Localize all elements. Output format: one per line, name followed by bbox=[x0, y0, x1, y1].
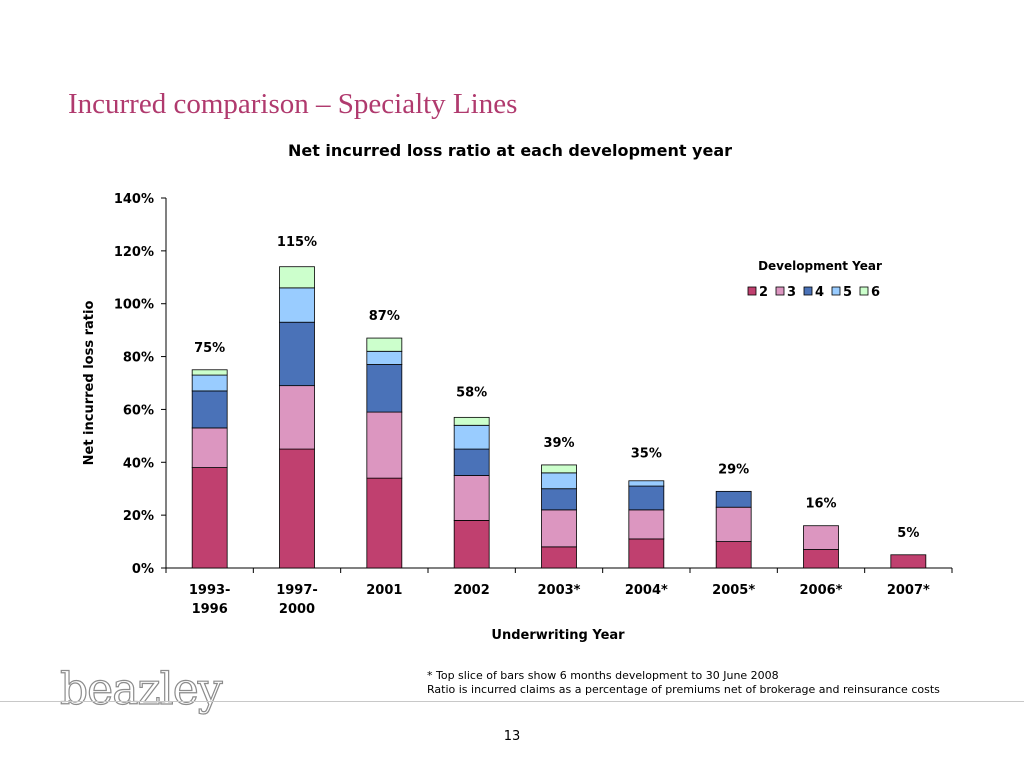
stacked-bar-chart: Net incurred loss ratio at each developm… bbox=[82, 141, 953, 643]
bar-segment-dev-year-3 bbox=[366, 411, 403, 479]
bar-segment-dev-year-3 bbox=[541, 509, 577, 548]
bar-total-label: 5% bbox=[897, 526, 919, 541]
legend-swatch-dev-year-5 bbox=[831, 286, 841, 296]
bar-segment-dev-year-2 bbox=[803, 549, 839, 569]
bar-total-label: 35% bbox=[631, 447, 662, 462]
y-tick-label: 60% bbox=[123, 403, 154, 418]
bar-segment-dev-year-2 bbox=[715, 541, 752, 569]
bar-segment-dev-year-5 bbox=[279, 287, 315, 323]
bar-segment-dev-year-2 bbox=[279, 448, 315, 569]
x-tick-label: 2006* bbox=[800, 583, 843, 598]
y-tick-label: 40% bbox=[123, 456, 154, 471]
y-tick-label: 140% bbox=[114, 192, 154, 207]
bar-total-label: 29% bbox=[718, 462, 749, 477]
bar-total-label: 75% bbox=[194, 341, 225, 356]
chart-legend: Development Year 2 3 4 5 6 bbox=[747, 259, 882, 300]
page-number: 13 bbox=[503, 729, 521, 744]
x-tick-label: 2001 bbox=[366, 583, 402, 598]
x-tick-label: 2005* bbox=[712, 583, 755, 598]
footnote-line-2: Ratio is incurred claims as a percentage… bbox=[427, 683, 940, 696]
bar-segment-dev-year-4 bbox=[279, 321, 315, 387]
bar-segment-dev-year-6 bbox=[453, 416, 490, 426]
bar-segment-dev-year-3 bbox=[191, 427, 228, 468]
legend-label-dev-year-2: 2 bbox=[759, 285, 768, 300]
bar-total-label: 87% bbox=[369, 309, 400, 324]
bar-segment-dev-year-4 bbox=[628, 485, 665, 511]
y-tick-label: 100% bbox=[114, 298, 154, 313]
y-tick-label: 20% bbox=[123, 509, 154, 524]
bar-segment-dev-year-2 bbox=[366, 477, 403, 569]
x-tick-label: 2007* bbox=[887, 583, 930, 598]
bar-segment-dev-year-4 bbox=[366, 364, 403, 413]
bar-segment-dev-year-3 bbox=[453, 475, 490, 521]
y-tick-label: 0% bbox=[132, 562, 154, 577]
bar-segment-dev-year-3 bbox=[803, 525, 839, 550]
bar-segment-dev-year-4 bbox=[715, 490, 752, 508]
bar-segment-dev-year-5 bbox=[453, 424, 490, 450]
beazley-logo: beazley bbox=[59, 663, 223, 715]
bar-total-label: 16% bbox=[805, 497, 836, 512]
bar-segment-dev-year-4 bbox=[191, 390, 228, 429]
bar-segment-dev-year-5 bbox=[541, 472, 577, 490]
bar-segment-dev-year-6 bbox=[366, 337, 403, 352]
y-tick-label: 120% bbox=[114, 245, 154, 260]
bar-segment-dev-year-2 bbox=[628, 538, 665, 569]
x-tick-label: 2004* bbox=[625, 583, 668, 598]
bar-segment-dev-year-5 bbox=[628, 480, 665, 487]
bar-segment-dev-year-5 bbox=[191, 374, 228, 392]
y-tick-label: 80% bbox=[123, 351, 154, 366]
legend-label-dev-year-5: 5 bbox=[843, 285, 852, 300]
x-tick-label: 1993-1996 bbox=[189, 583, 231, 617]
bar-total-label: 58% bbox=[456, 386, 487, 401]
legend-swatch-dev-year-6 bbox=[859, 286, 869, 296]
footnote-line-1: * Top slice of bars show 6 months develo… bbox=[427, 669, 779, 682]
x-tick-label: 2002 bbox=[454, 583, 490, 598]
bar-segment-dev-year-4 bbox=[453, 448, 490, 476]
legend-title: Development Year bbox=[758, 259, 882, 273]
bar-segment-dev-year-2 bbox=[453, 520, 490, 569]
legend-label-dev-year-4: 4 bbox=[815, 285, 824, 300]
x-axis-label: Underwriting Year bbox=[491, 628, 625, 643]
bar-segment-dev-year-2 bbox=[890, 554, 927, 569]
footnote: * Top slice of bars show 6 months develo… bbox=[427, 669, 940, 697]
legend-label-dev-year-6: 6 bbox=[871, 285, 880, 300]
bar-total-label: 39% bbox=[543, 436, 574, 451]
bar-segment-dev-year-2 bbox=[541, 546, 577, 569]
bar-segment-dev-year-6 bbox=[279, 266, 315, 289]
y-axis-label: Net incurred loss ratio bbox=[82, 301, 97, 466]
chart-title: Net incurred loss ratio at each developm… bbox=[288, 141, 732, 160]
legend-swatch-dev-year-4 bbox=[803, 286, 813, 296]
x-tick-label: 2003* bbox=[538, 583, 581, 598]
bar-segment-dev-year-3 bbox=[715, 506, 752, 542]
bar-segment-dev-year-3 bbox=[279, 385, 315, 450]
legend-swatch-dev-year-3 bbox=[775, 286, 785, 296]
bar-segment-dev-year-5 bbox=[366, 350, 403, 365]
footer-divider bbox=[0, 701, 1024, 702]
x-tick-label: 1997-2000 bbox=[276, 583, 318, 617]
bar-segment-dev-year-6 bbox=[191, 369, 228, 376]
bar-segment-dev-year-4 bbox=[541, 488, 577, 511]
plot-area: 0% 20% 40% 60% 80% 100% 120% 140% 1993-1996 75% 19… bbox=[114, 192, 953, 617]
bar-total-label: 115% bbox=[277, 235, 317, 250]
bar-segment-dev-year-3 bbox=[628, 509, 665, 540]
slide-title: Incurred comparison – Specialty Lines bbox=[68, 88, 518, 120]
legend-swatch-dev-year-2 bbox=[747, 286, 757, 296]
bar-segment-dev-year-6 bbox=[541, 464, 577, 474]
bar-segment-dev-year-2 bbox=[191, 467, 228, 569]
legend-label-dev-year-3: 3 bbox=[787, 285, 796, 300]
